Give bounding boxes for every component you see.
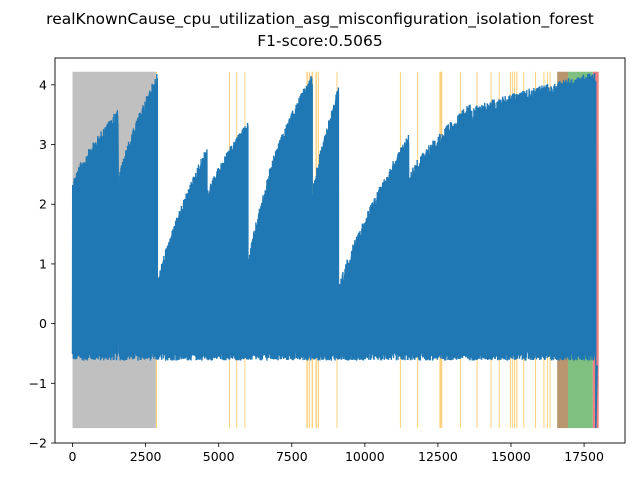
chart-subtitle: F1-score:0.5065 bbox=[257, 32, 383, 50]
chart-title: realKnownCause_cpu_utilization_asg_misco… bbox=[46, 10, 594, 28]
series-group bbox=[71, 73, 598, 429]
y-tick-label: 3 bbox=[39, 137, 47, 152]
plot-frame bbox=[54, 57, 626, 444]
series-line bbox=[71, 73, 598, 429]
x-tick-label: 2500 bbox=[130, 449, 162, 464]
x-tick-label: 17500 bbox=[564, 449, 604, 464]
y-tick-label: 2 bbox=[39, 197, 47, 212]
axes-group: 0 2500 5000 7500 10000 12500 15000 17500 −2 −1 0 1 2… bbox=[29, 57, 626, 464]
x-tick-label: 12500 bbox=[418, 449, 458, 464]
y-tick-label: 1 bbox=[39, 256, 47, 271]
x-tick-label: 0 bbox=[69, 449, 77, 464]
x-tick-label: 7500 bbox=[276, 449, 308, 464]
y-tick-label: −2 bbox=[29, 436, 47, 451]
y-tick-label: −1 bbox=[29, 376, 47, 391]
y-tick-label: 4 bbox=[39, 77, 47, 92]
y-tick-label: 0 bbox=[39, 316, 47, 331]
x-tick-label: 5000 bbox=[203, 449, 235, 464]
x-tick-label: 10000 bbox=[345, 449, 385, 464]
x-tick-label: 15000 bbox=[491, 449, 531, 464]
